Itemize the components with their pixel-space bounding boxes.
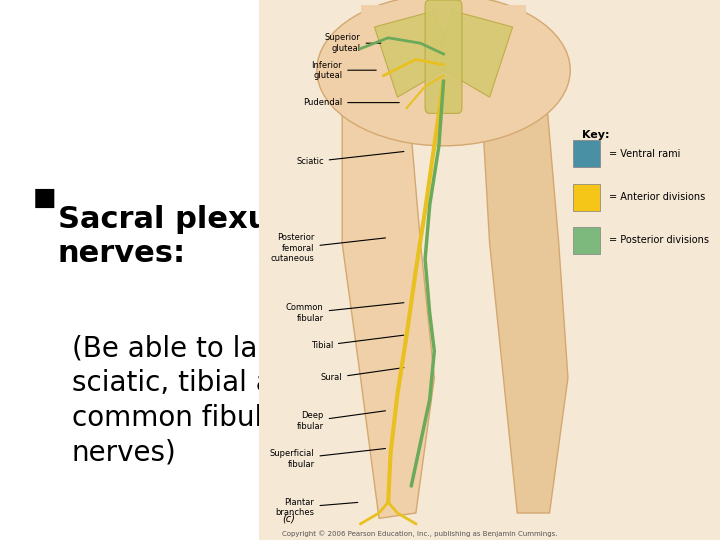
Text: Sacral plexus
nerves:: Sacral plexus nerves: (58, 205, 287, 268)
Text: Common
fibular: Common fibular (286, 303, 404, 323)
Text: Posterior
femoral
cutaneous: Posterior femoral cutaneous (271, 233, 385, 264)
Text: Deep
fibular: Deep fibular (297, 411, 385, 431)
FancyBboxPatch shape (572, 184, 600, 211)
Text: Sciatic: Sciatic (296, 152, 404, 166)
Text: Inferior
gluteal: Inferior gluteal (312, 60, 377, 80)
Polygon shape (374, 11, 453, 97)
Text: (Be able to label
sciatic, tibial and
common fibular
nerves): (Be able to label sciatic, tibial and co… (72, 335, 308, 467)
Ellipse shape (317, 0, 570, 146)
FancyBboxPatch shape (425, 0, 462, 113)
Text: = Posterior divisions: = Posterior divisions (609, 235, 709, 245)
Bar (361, 5, 526, 70)
FancyBboxPatch shape (0, 0, 266, 540)
Text: (c): (c) (282, 514, 295, 524)
Text: = Anterior divisions: = Anterior divisions (609, 192, 706, 202)
FancyBboxPatch shape (572, 227, 600, 254)
Polygon shape (342, 81, 434, 518)
Polygon shape (480, 81, 568, 513)
Text: Superficial
fibular: Superficial fibular (270, 449, 385, 469)
Text: Tibial: Tibial (310, 335, 404, 350)
Text: Key:: Key: (582, 130, 609, 140)
Text: Sural: Sural (320, 368, 404, 382)
FancyBboxPatch shape (572, 140, 600, 167)
Text: Superior
gluteal: Superior gluteal (325, 33, 381, 53)
Text: Pudendal: Pudendal (303, 98, 400, 107)
Polygon shape (434, 11, 513, 97)
Text: Copyright © 2006 Pearson Education, Inc., publishing as Benjamin Cummings.: Copyright © 2006 Pearson Education, Inc.… (282, 531, 558, 537)
Text: Plantar
branches: Plantar branches (276, 498, 358, 517)
Text: ■: ■ (32, 186, 56, 210)
Text: = Ventral rami: = Ventral rami (609, 149, 681, 159)
